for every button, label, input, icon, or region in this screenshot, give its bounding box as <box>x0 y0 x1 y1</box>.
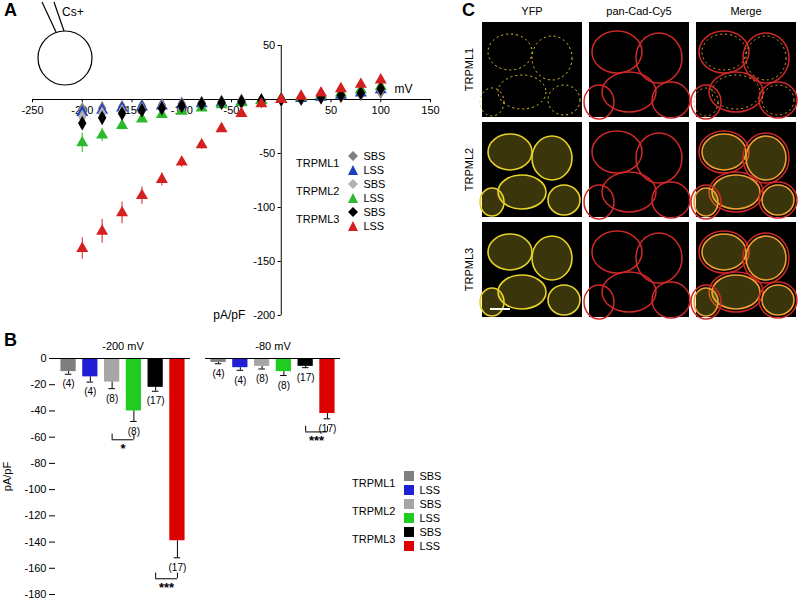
html-text:TRPML1: TRPML1 <box>296 157 340 169</box>
html-text:TRPML3: TRPML3 <box>352 533 396 545</box>
svg-text:-40: -40 <box>31 404 47 416</box>
html-text:LSS: LSS <box>419 484 441 496</box>
svg-text:-50: -50 <box>259 147 275 159</box>
html-text:LSS: LSS <box>419 540 441 552</box>
svg-text:-250: -250 <box>21 104 43 116</box>
svg-text:TRPML1: TRPML1 <box>463 48 475 91</box>
svg-text:-80: -80 <box>31 457 47 469</box>
svg-text:-200: -200 <box>71 104 94 116</box>
svg-text:(4): (4) <box>212 368 224 379</box>
svg-text:150: 150 <box>421 104 439 116</box>
svg-text:(4): (4) <box>62 378 74 389</box>
html-text:TRPML1: TRPML1 <box>352 477 396 489</box>
svg-text:(4): (4) <box>234 375 246 386</box>
html-text:LSS: LSS <box>363 192 385 204</box>
svg-text:-100: -100 <box>24 483 46 495</box>
svg-text:(8): (8) <box>106 393 118 404</box>
svg-text:-20: -20 <box>31 378 47 390</box>
svg-text:-150: -150 <box>253 255 275 267</box>
svg-text:(17): (17) <box>318 423 337 434</box>
svg-text:***: *** <box>309 433 325 448</box>
svg-text:***: *** <box>159 580 175 595</box>
svg-text:Cs+: Cs+ <box>62 5 84 19</box>
svg-text:TRPML3: TRPML3 <box>463 248 475 291</box>
svg-text:-50: -50 <box>223 104 240 116</box>
svg-text:(17): (17) <box>297 372 315 383</box>
svg-text:0: 0 <box>40 352 46 364</box>
html-text:B: B <box>4 330 17 350</box>
html-text:LSS: LSS <box>419 512 441 524</box>
svg-text:YFP: YFP <box>521 5 542 17</box>
svg-text:(8): (8) <box>127 425 140 437</box>
html-text:SBS: SBS <box>419 498 442 510</box>
html-text:LSS: LSS <box>363 220 385 232</box>
svg-text:pA/pF: pA/pF <box>213 308 245 322</box>
html-text:SBS: SBS <box>419 526 442 538</box>
svg-text:-80 mV: -80 mV <box>255 340 291 352</box>
svg-text:-60: -60 <box>31 431 47 443</box>
svg-text:Merge: Merge <box>730 5 761 17</box>
svg-text:-200: -200 <box>253 309 275 321</box>
svg-text:50: 50 <box>325 104 337 116</box>
svg-text:(8): (8) <box>278 380 290 391</box>
svg-text:-120: -120 <box>24 509 46 521</box>
html-text:SBS: SBS <box>363 206 386 218</box>
html-text:TRPML2: TRPML2 <box>352 505 396 517</box>
svg-text:TRPML2: TRPML2 <box>463 148 475 191</box>
svg-text:pA/pF: pA/pF <box>1 462 13 492</box>
svg-text:(4): (4) <box>84 386 96 397</box>
html-text:TRPML2: TRPML2 <box>296 185 340 197</box>
html-text:LSS: LSS <box>363 164 385 176</box>
svg-text:-100: -100 <box>170 104 193 116</box>
svg-text:*: * <box>120 441 126 456</box>
svg-text:pan-Cad-Cy5: pan-Cad-Cy5 <box>606 5 671 17</box>
svg-text:-200 mV: -200 mV <box>102 340 144 352</box>
svg-text:100: 100 <box>372 104 390 116</box>
svg-text:-100: -100 <box>253 201 275 213</box>
svg-text:-180: -180 <box>24 588 46 600</box>
svg-text:(17): (17) <box>147 395 165 406</box>
html-text:SBS: SBS <box>363 178 386 190</box>
svg-text:-140: -140 <box>24 536 46 548</box>
svg-text:50: 50 <box>263 39 275 51</box>
html-text:TRPML3: TRPML3 <box>296 213 340 225</box>
svg-text:(8): (8) <box>256 373 268 384</box>
svg-text:(17): (17) <box>169 562 187 573</box>
html-text:C: C <box>462 0 475 20</box>
html-text:SBS: SBS <box>363 150 386 162</box>
svg-text:mV: mV <box>395 82 413 96</box>
html-text:A: A <box>4 0 17 20</box>
html-text:SBS: SBS <box>419 470 442 482</box>
svg-text:-160: -160 <box>24 562 46 574</box>
